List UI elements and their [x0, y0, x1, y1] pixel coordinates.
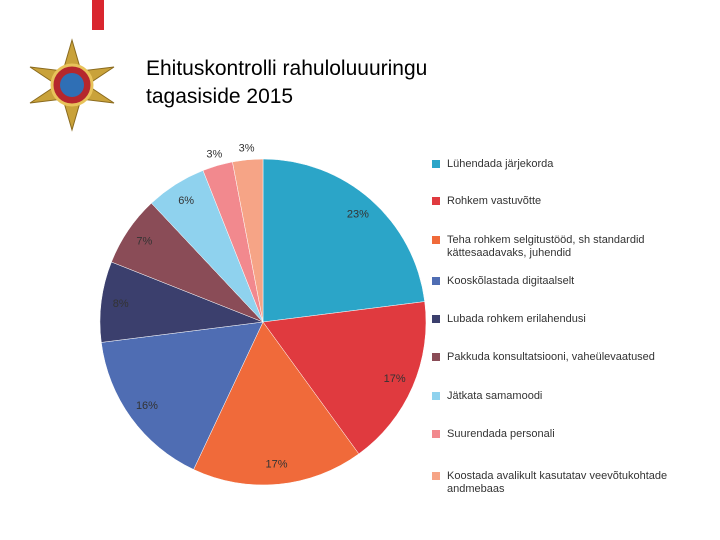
data-label: 3%	[206, 148, 222, 160]
pie-slice	[101, 321, 264, 470]
legend-swatch	[432, 277, 440, 285]
pie-slice	[262, 301, 427, 455]
legend-label: Rohkem vastuvõtte	[447, 195, 542, 207]
legend-label: Jätkata samamoodi	[447, 390, 543, 402]
data-label: 17%	[265, 459, 287, 471]
legend-swatch	[432, 353, 440, 361]
legend-label: Pakkuda konsultatsiooni, vaheülevaatused	[447, 351, 655, 363]
chart-title: Ehituskontrolli rahuloluuuringu tagasisi…	[146, 57, 428, 108]
logo	[29, 38, 115, 132]
legend-label: Lühendada järjekorda	[447, 158, 554, 170]
legend-swatch	[432, 392, 440, 400]
pie-slice	[232, 158, 264, 323]
data-label: 17%	[384, 373, 406, 385]
legend-label: Koostada avalikult kasutatav veevõtukoht…	[447, 470, 668, 495]
legend-swatch	[432, 160, 440, 168]
legend-swatch	[432, 472, 440, 480]
legend-label: Suurendada personali	[447, 428, 555, 440]
legend-label: Lubada rohkem erilahendusi	[447, 313, 586, 325]
legend-swatch	[432, 430, 440, 438]
data-label: 3%	[239, 142, 255, 154]
legend-label: Kooskõlastada digitaalselt	[447, 275, 575, 287]
pie-slice	[193, 321, 360, 486]
legend-swatch	[432, 236, 440, 244]
data-label: 7%	[136, 235, 152, 247]
data-label: 16%	[136, 400, 158, 412]
data-label: 6%	[178, 195, 194, 207]
legend-label: Teha rohkem selgitustööd, sh standardid …	[447, 234, 645, 259]
legend-swatch	[432, 315, 440, 323]
data-label: 8%	[113, 298, 129, 310]
accent-bar	[92, 0, 104, 30]
data-label: 23%	[347, 208, 369, 220]
pie-slice	[262, 158, 425, 323]
legend-swatch	[432, 197, 440, 205]
